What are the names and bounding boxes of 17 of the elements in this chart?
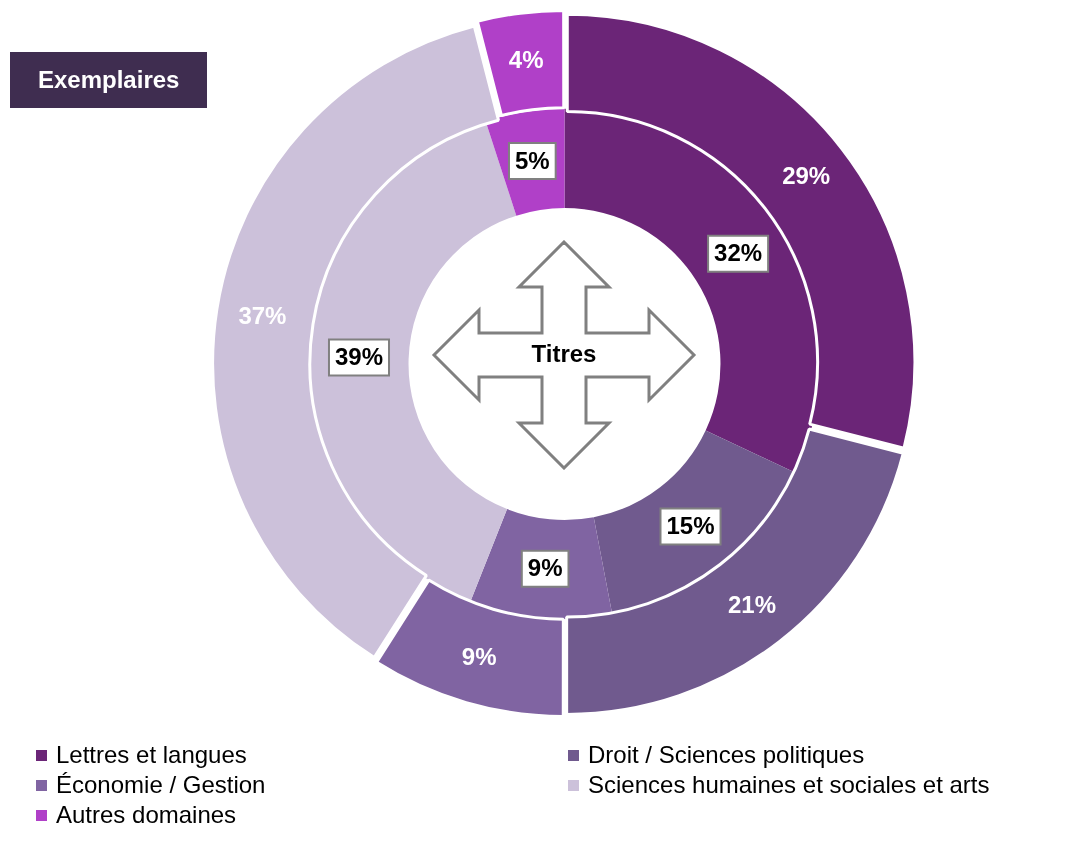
data-label: 15% [666, 512, 715, 540]
data-label: 29% [782, 162, 831, 190]
data-label: 5% [514, 146, 550, 174]
data-label: 39% [334, 343, 384, 371]
legend-label: Lettres et langues [56, 741, 247, 769]
data-label: 9% [527, 554, 563, 582]
legend-label: Droit / Sciences politiques [588, 741, 865, 769]
legend-label: Économie / Gestion [56, 771, 266, 799]
data-label: 32% [714, 239, 763, 267]
data-label: 21% [727, 591, 776, 619]
data-label: 4% [508, 46, 544, 74]
slice-label: Exemplaires [10, 52, 208, 108]
data-label: 37% [238, 301, 287, 329]
data-label: 9% [461, 643, 497, 671]
slice-label: Titres [530, 340, 598, 368]
legend-label: Sciences humaines et sociales et arts [588, 771, 990, 799]
legend-label: Autres domaines [56, 801, 237, 829]
